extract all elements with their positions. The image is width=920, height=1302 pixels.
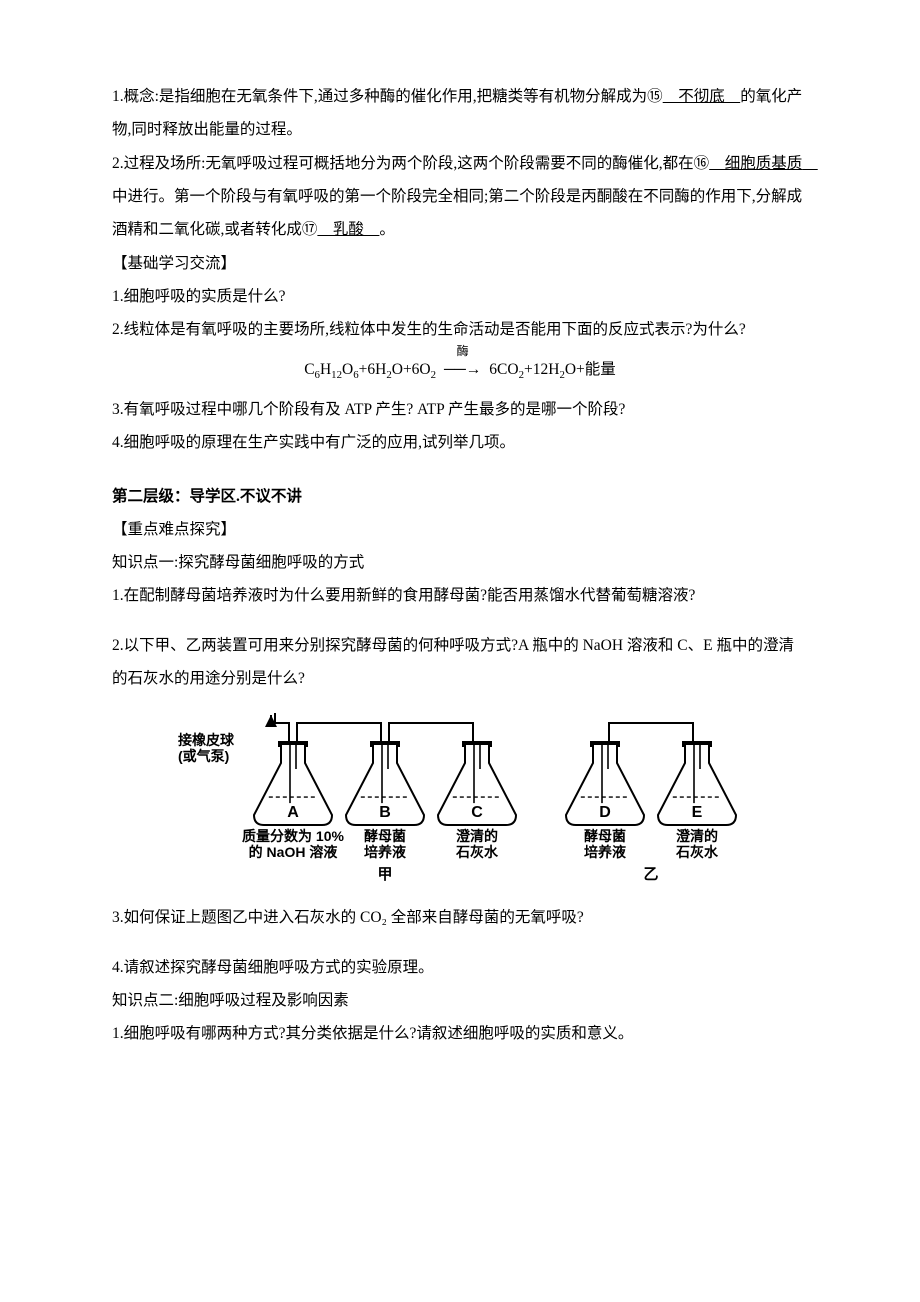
section-heading-keypoints: 【重点难点探究】 (112, 513, 808, 546)
svg-text:接橡皮球: 接橡皮球 (178, 732, 235, 748)
kp1-question-3: 3.如何保证上题图乙中进入石灰水的 CO₂ 全部来自酵母菌的无氧呼吸? (112, 901, 808, 934)
question-3: 3.有氧呼吸过程中哪几个阶段有及 ATP 产生? ATP 产生最多的是哪一个阶段… (112, 393, 808, 426)
concept-para: 1.概念:是指细胞在无氧条件下,通过多种酶的催化作用,把糖类等有机物分解成为⑮ … (112, 80, 808, 147)
kp2-question-1: 1.细胞呼吸有哪两种方式?其分类依据是什么?请叙述细胞呼吸的实质和意义。 (112, 1017, 808, 1050)
svg-text:澄清的: 澄清的 (456, 828, 498, 844)
knowledge-point-1: 知识点一:探究酵母菌细胞呼吸的方式 (112, 546, 808, 579)
page: 1.概念:是指细胞在无氧条件下,通过多种酶的催化作用,把糖类等有机物分解成为⑮ … (0, 0, 920, 1302)
kp1-question-1: 1.在配制酵母菌培养液时为什么要用新鲜的食用酵母菌?能否用蒸馏水代替葡萄糖溶液? (112, 579, 808, 612)
svg-text:酵母菌: 酵母菌 (364, 828, 406, 844)
equation: C6H12O6+6H2O+6O2 酶──→ 6CO2+12H2O+能量 (112, 353, 808, 387)
process-text-c: 。 (379, 221, 395, 238)
blank-17: 乳酸 (317, 221, 379, 238)
process-text-a: 2.过程及场所:无氧呼吸过程可概括地分为两个阶段,这两个阶段需要不同的酶催化,都… (112, 155, 709, 172)
knowledge-point-2: 知识点二:细胞呼吸过程及影响因素 (112, 984, 808, 1017)
blank-16: 细胞质基质 (709, 155, 818, 172)
spacer (112, 460, 808, 480)
concept-text-a: 1.概念:是指细胞在无氧条件下,通过多种酶的催化作用,把糖类等有机物分解成为⑮ (112, 88, 663, 105)
apparatus-svg-container: 接橡皮球(或气泵)A质量分数为 10%的 NaOH 溶液B酵母菌培养液C澄清的石… (174, 705, 746, 889)
svg-text:D: D (599, 804, 611, 821)
level2-heading: 第二层级：导学区.不议不讲 (112, 480, 808, 513)
svg-text:培养液: 培养液 (584, 844, 627, 860)
kp1-question-2: 2.以下甲、乙两装置可用来分别探究酵母菌的何种呼吸方式?A 瓶中的 NaOH 溶… (112, 629, 808, 696)
svg-text:质量分数为 10%: 质量分数为 10% (242, 828, 344, 844)
apparatus-diagram: 接橡皮球(或气泵)A质量分数为 10%的 NaOH 溶液B酵母菌培养液C澄清的石… (112, 705, 808, 889)
process-para: 2.过程及场所:无氧呼吸过程可概括地分为两个阶段,这两个阶段需要不同的酶催化,都… (112, 147, 808, 247)
svg-text:B: B (379, 804, 391, 821)
svg-text:E: E (692, 804, 703, 821)
svg-text:(或气泵): (或气泵) (178, 748, 229, 764)
equation-text: C6H12O6+6H2O+6O2 酶──→ 6CO2+12H2O+能量 (304, 361, 616, 378)
section-heading-basics: 【基础学习交流】 (112, 247, 808, 280)
kp1-question-4: 4.请叙述探究酵母菌细胞呼吸方式的实验原理。 (112, 951, 808, 984)
svg-text:甲: 甲 (377, 866, 392, 883)
question-1: 1.细胞呼吸的实质是什么? (112, 280, 808, 313)
blank-15: 不彻底 (663, 88, 741, 105)
svg-text:乙: 乙 (643, 866, 658, 883)
question-4: 4.细胞呼吸的原理在生产实践中有广泛的应用,试列举几项。 (112, 426, 808, 459)
svg-text:酵母菌: 酵母菌 (584, 828, 626, 844)
svg-text:C: C (471, 804, 483, 821)
spacer (112, 613, 808, 629)
svg-text:石灰水: 石灰水 (455, 844, 499, 860)
svg-text:培养液: 培养液 (364, 844, 407, 860)
spacer (112, 935, 808, 951)
svg-text:的 NaOH 溶液: 的 NaOH 溶液 (249, 844, 339, 860)
svg-text:石灰水: 石灰水 (675, 844, 719, 860)
svg-text:澄清的: 澄清的 (676, 828, 718, 844)
svg-text:A: A (287, 804, 299, 821)
process-text-b: 中进行。第一个阶段与有氧呼吸的第一个阶段完全相同;第二个阶段是丙酮酸在不同酶的作… (112, 188, 802, 238)
